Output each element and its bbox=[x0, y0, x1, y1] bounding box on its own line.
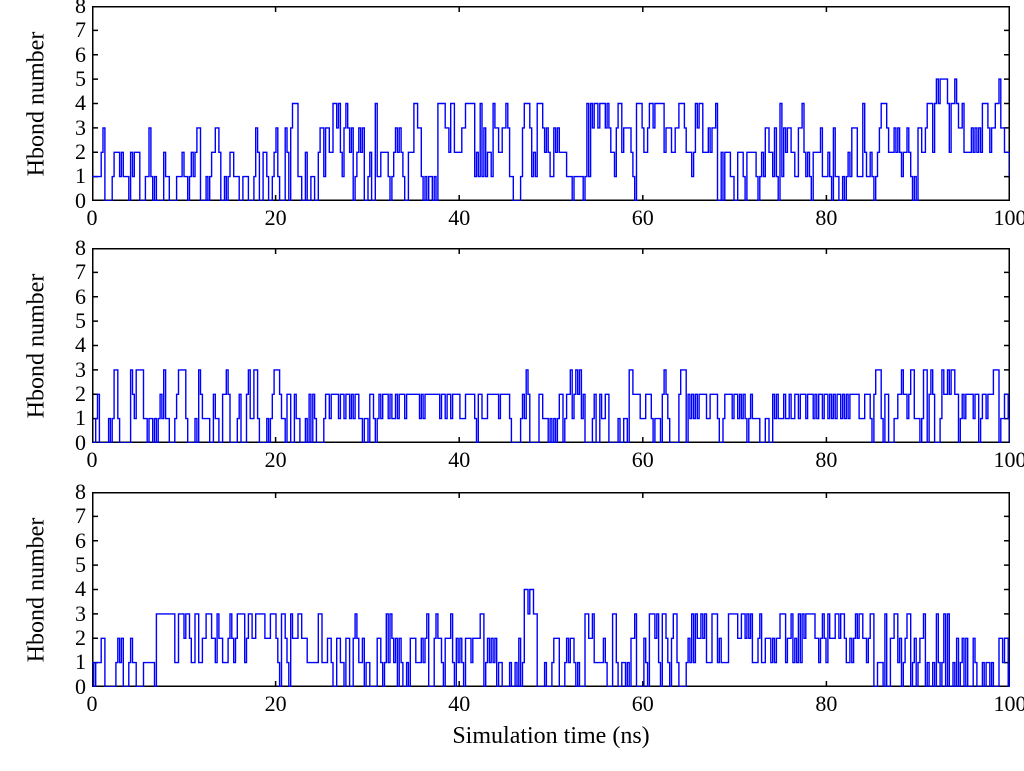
xtick-label: 0 bbox=[87, 205, 98, 231]
ytick-label: 7 bbox=[66, 17, 86, 43]
ytick-label: 8 bbox=[66, 479, 86, 505]
ytick-label: 3 bbox=[66, 115, 86, 141]
ytick-label: 2 bbox=[66, 625, 86, 651]
hbond-figure: 012345678020406080100Hbond number0123456… bbox=[0, 0, 1024, 771]
ytick-label: 4 bbox=[66, 90, 86, 116]
plot-area bbox=[92, 6, 1010, 201]
ytick-label: 3 bbox=[66, 357, 86, 383]
hbond-trace bbox=[92, 79, 1010, 201]
xtick-label: 80 bbox=[815, 447, 837, 473]
ytick-label: 5 bbox=[66, 308, 86, 334]
plot-area bbox=[92, 248, 1010, 443]
ytick-label: 7 bbox=[66, 259, 86, 285]
ytick-label: 0 bbox=[66, 430, 86, 456]
xtick-label: 60 bbox=[632, 205, 654, 231]
hbond-trace bbox=[92, 590, 1010, 688]
ytick-label: 2 bbox=[66, 139, 86, 165]
xtick-label: 60 bbox=[632, 447, 654, 473]
ylabel: Hbond number bbox=[24, 510, 51, 670]
xtick-label: 20 bbox=[265, 205, 287, 231]
ytick-label: 0 bbox=[66, 188, 86, 214]
ytick-label: 6 bbox=[66, 284, 86, 310]
ytick-label: 8 bbox=[66, 0, 86, 19]
xtick-label: 100 bbox=[994, 205, 1024, 231]
ytick-label: 6 bbox=[66, 42, 86, 68]
ytick-label: 7 bbox=[66, 503, 86, 529]
xtick-label: 0 bbox=[87, 691, 98, 717]
ytick-label: 5 bbox=[66, 66, 86, 92]
ytick-label: 6 bbox=[66, 528, 86, 554]
xtick-label: 20 bbox=[265, 691, 287, 717]
ytick-label: 5 bbox=[66, 552, 86, 578]
panel-bot bbox=[92, 492, 1010, 687]
ytick-label: 1 bbox=[66, 649, 86, 675]
ylabel: Hbond number bbox=[24, 24, 51, 184]
xtick-label: 40 bbox=[448, 447, 470, 473]
ytick-label: 4 bbox=[66, 576, 86, 602]
ytick-label: 0 bbox=[66, 674, 86, 700]
ytick-label: 2 bbox=[66, 381, 86, 407]
ytick-label: 1 bbox=[66, 405, 86, 431]
xtick-label: 100 bbox=[994, 447, 1024, 473]
xtick-label: 0 bbox=[87, 447, 98, 473]
panel-top bbox=[92, 6, 1010, 201]
xtick-label: 60 bbox=[632, 691, 654, 717]
xtick-label: 40 bbox=[448, 691, 470, 717]
ylabel: Hbond number bbox=[24, 266, 51, 426]
ytick-label: 3 bbox=[66, 601, 86, 627]
xlabel: Simulation time (ns) bbox=[452, 723, 649, 750]
xtick-label: 100 bbox=[994, 691, 1024, 717]
plot-area bbox=[92, 492, 1010, 687]
xtick-label: 80 bbox=[815, 205, 837, 231]
ytick-label: 8 bbox=[66, 235, 86, 261]
xtick-label: 40 bbox=[448, 205, 470, 231]
xtick-label: 80 bbox=[815, 691, 837, 717]
hbond-trace bbox=[92, 370, 1010, 443]
panel-mid bbox=[92, 248, 1010, 443]
xtick-label: 20 bbox=[265, 447, 287, 473]
ytick-label: 1 bbox=[66, 163, 86, 189]
ytick-label: 4 bbox=[66, 332, 86, 358]
